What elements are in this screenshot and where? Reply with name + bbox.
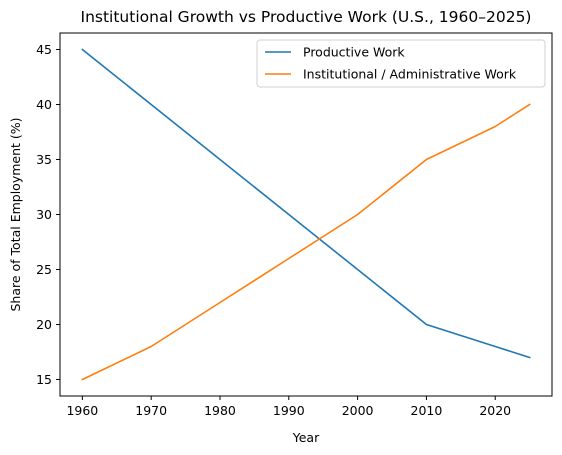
legend-box [256, 39, 546, 88]
y-tick-label: 45 [36, 42, 52, 57]
y-tick-label: 15 [36, 372, 52, 387]
plot-series [81, 48, 531, 381]
x-tick-label: 2000 [342, 403, 374, 418]
x-tick-label: 1990 [273, 403, 305, 418]
x-tick-label: 2020 [479, 403, 511, 418]
x-tick-label: 1970 [135, 403, 167, 418]
y-tick-label: 40 [36, 97, 52, 112]
y-tick-label: 35 [36, 152, 52, 167]
y-tick-label: 25 [36, 262, 52, 277]
series-line-2 [81, 103, 531, 381]
y-axis-ticks: 15 20 25 30 35 40 45 [36, 42, 60, 387]
x-axis-label: Year [292, 430, 320, 445]
chart-title: Institutional Growth vs Productive Work … [81, 8, 532, 26]
y-tick-label: 20 [36, 317, 52, 332]
x-tick-label: 1980 [204, 403, 236, 418]
x-tick-label: 2010 [411, 403, 443, 418]
series-line-1 [81, 48, 531, 359]
y-axis-label: Share of Total Employment (%) [8, 117, 23, 311]
x-axis-ticks: 1960 1970 1980 1990 2000 2010 2020 [66, 396, 511, 418]
plot-frame [59, 32, 553, 397]
x-tick-label: 1960 [66, 403, 98, 418]
y-tick-label: 30 [36, 207, 52, 222]
legend: Productive Work Institutional / Administr… [256, 39, 546, 88]
legend-label-1: Productive Work [303, 45, 405, 60]
legend-label-2: Institutional / Administrative Work [303, 67, 517, 82]
